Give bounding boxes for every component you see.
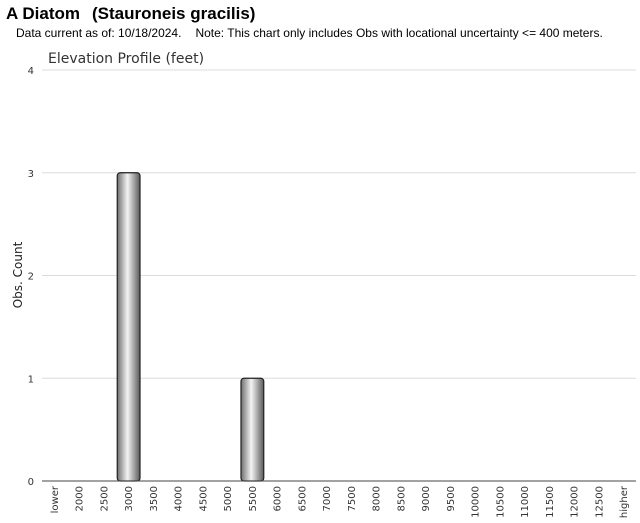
- y-tick-label: 0: [28, 477, 34, 488]
- x-tick-label: 9000: [421, 486, 432, 511]
- x-tick-label: 7500: [347, 486, 358, 511]
- x-tick-label: 6500: [297, 486, 308, 511]
- common-name: A Diatom: [6, 4, 80, 23]
- x-tick-label: 12000: [570, 486, 581, 518]
- x-tick-label: 12500: [594, 486, 605, 518]
- x-tick-label: higher: [619, 485, 630, 518]
- y-axis-label: Obs. Count: [11, 241, 25, 308]
- x-tick-label: 3000: [124, 486, 135, 511]
- y-tick-label: 1: [28, 374, 34, 385]
- x-tick-label: 6000: [273, 486, 284, 511]
- y-tick-label: 4: [28, 66, 34, 77]
- x-tick-label: 2000: [75, 486, 86, 511]
- x-tick-label: 10500: [495, 486, 506, 518]
- y-tick-label: 2: [28, 272, 34, 283]
- x-tick-label: 2500: [99, 486, 110, 511]
- scientific-name: (Stauroneis gracilis): [92, 4, 256, 23]
- y-tick-label: 3: [28, 169, 34, 180]
- gridlines: [42, 69, 636, 379]
- x-tick-label: 5000: [223, 486, 234, 511]
- x-axis-ticks: lower 2000 2500 3000 3500 4000 4500 5000 5500 600…: [50, 485, 630, 518]
- x-tick-label: 3500: [149, 486, 160, 511]
- bar-3000: [116, 172, 141, 482]
- x-tick-label: 4000: [174, 486, 185, 511]
- bar-5500: [240, 377, 265, 482]
- chart-title: Elevation Profile (feet): [48, 51, 204, 67]
- x-tick-label: 8500: [396, 486, 407, 511]
- x-tick-label: 9500: [446, 486, 457, 511]
- x-tick-label: 11000: [520, 486, 531, 518]
- x-tick-label: 5500: [248, 486, 259, 511]
- x-tick-label: 10000: [471, 486, 482, 518]
- data-current-date: Data current as of: 10/18/2024.: [16, 26, 182, 40]
- uncertainty-note: Note: This chart only includes Obs with …: [195, 26, 603, 40]
- x-tick-label: 11500: [545, 486, 556, 518]
- x-tick-label: 8000: [372, 486, 383, 511]
- species-title: A Diatom (Stauroneis gracilis): [6, 4, 255, 24]
- data-note: Data current as of: 10/18/2024. Note: Thi…: [16, 26, 603, 40]
- x-tick-label: 4500: [198, 486, 209, 511]
- y-axis-ticks: 0 1 2 3 4: [28, 66, 34, 488]
- bars: [116, 172, 265, 482]
- x-tick-label: lower: [50, 485, 61, 513]
- x-tick-label: 7000: [322, 486, 333, 511]
